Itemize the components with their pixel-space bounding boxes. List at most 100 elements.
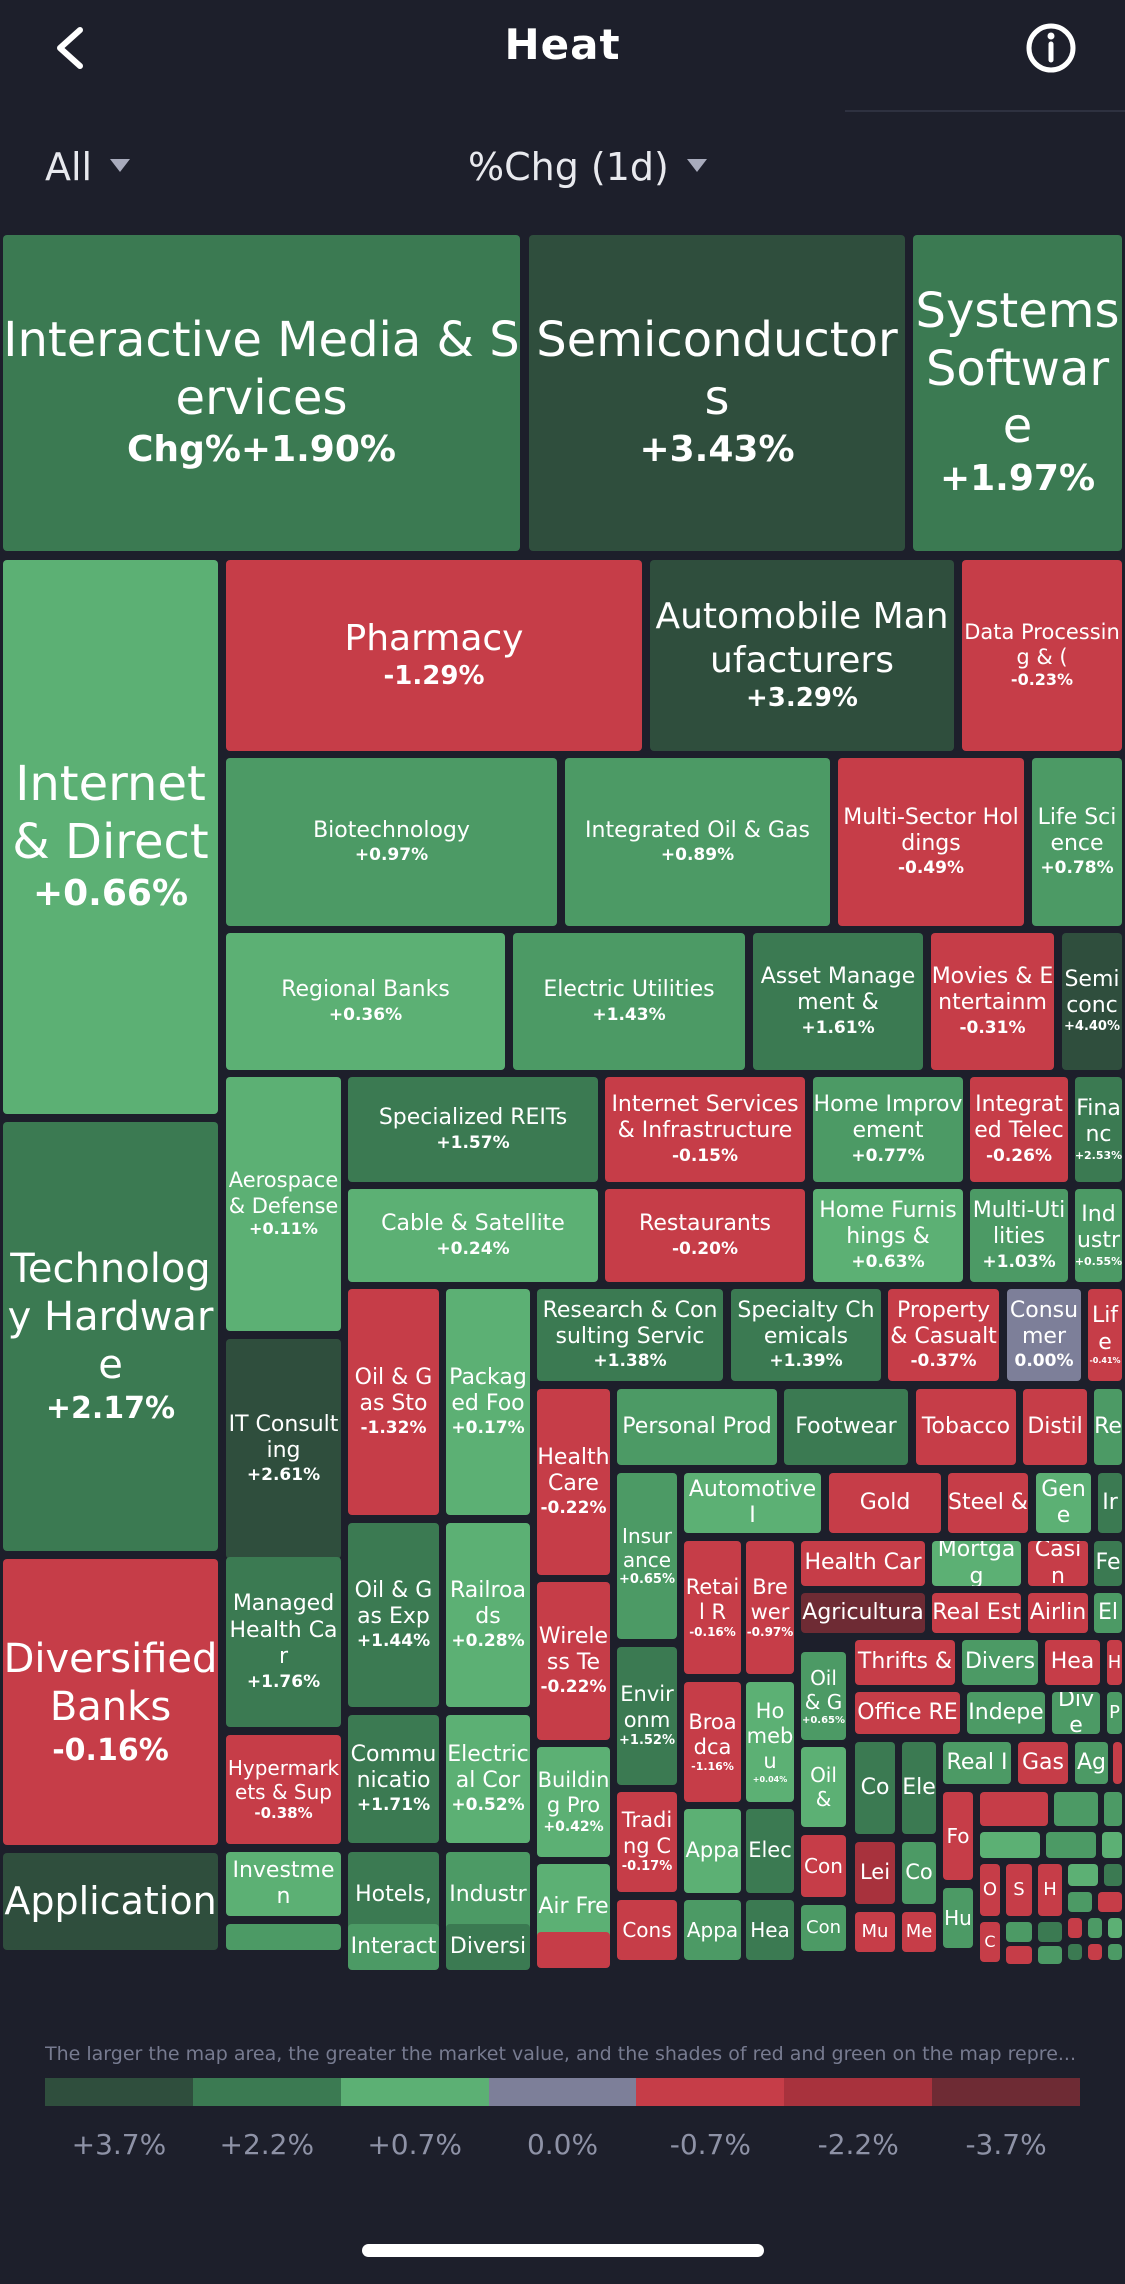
heatmap-cell[interactable]: Airlin	[1028, 1593, 1088, 1633]
heatmap-cell[interactable]: Diversified Banks -0.16%	[3, 1559, 218, 1845]
heatmap-cell[interactable]: O	[980, 1864, 1000, 1916]
heatmap-cell[interactable]: Con	[801, 1905, 846, 1951]
heatmap-cell[interactable]: Integrated Oil & Gas +0.89%	[565, 758, 830, 926]
heatmap-cell[interactable]: Specialty Chemicals +1.39%	[731, 1289, 881, 1381]
heatmap-cell[interactable]: Agricultura	[801, 1593, 925, 1633]
heatmap-cell[interactable]: Con	[801, 1835, 846, 1897]
heatmap-cell[interactable]: Me	[902, 1912, 936, 1952]
heatmap-cell[interactable]: Electrical Cor +0.52%	[446, 1715, 530, 1843]
heatmap-cell[interactable]: Interact	[348, 1924, 439, 1970]
heatmap-cell[interactable]: Co	[855, 1742, 895, 1834]
heatmap-cell[interactable]: Integrated Telec -0.26%	[970, 1077, 1068, 1182]
heatmap-cell[interactable]: Interactive Media & Services Chg%+1.90%	[3, 235, 520, 551]
heatmap-cell[interactable]: Divers	[962, 1640, 1038, 1685]
heatmap-cell[interactable]: Application	[3, 1853, 218, 1950]
heatmap-cell[interactable]: Health Car	[801, 1541, 925, 1586]
heatmap-cell[interactable]: Hypermarkets & Sup -0.38%	[226, 1735, 341, 1844]
heatmap-cell[interactable]: Aerospace & Defense +0.11%	[226, 1077, 341, 1331]
heatmap-cell[interactable]: Consumer 0.00%	[1007, 1289, 1081, 1381]
heatmap-cell[interactable]: Oil &	[801, 1747, 846, 1827]
heatmap-cell[interactable]: Asset Management & +1.61%	[753, 933, 923, 1070]
heatmap-cell[interactable]: Distil	[1023, 1389, 1087, 1465]
heatmap-cell[interactable]: Personal Prod	[617, 1389, 777, 1465]
heatmap-cell[interactable]: Gene	[1036, 1473, 1091, 1533]
heatmap-cell[interactable]: Trading C -0.17%	[617, 1792, 677, 1892]
heatmap-cell[interactable]: Restaurants -0.20%	[605, 1189, 805, 1282]
heatmap-cell[interactable]: Oil & G +0.65%	[801, 1652, 846, 1740]
heatmap-cell[interactable]: Movies & Entertainm -0.31%	[931, 933, 1054, 1070]
heatmap-cell[interactable]: Industr	[446, 1852, 530, 1938]
heatmap-cell[interactable]: Investmen	[226, 1852, 341, 1916]
heatmap-cell[interactable]: Hotels,	[348, 1852, 439, 1938]
heatmap-cell[interactable]: Packaged Foo +0.17%	[446, 1289, 530, 1515]
heatmap-cell[interactable]: Real Est	[932, 1593, 1021, 1633]
heatmap-cell[interactable]: Wireless Te -0.22%	[537, 1582, 610, 1740]
heatmap-cell[interactable]: Tobacco	[916, 1389, 1016, 1465]
heatmap-cell[interactable]: Casin	[1028, 1541, 1088, 1586]
heatmap-cell[interactable]: Home Furnishings & +0.63%	[813, 1189, 963, 1282]
heatmap-cell[interactable]: Real I	[943, 1742, 1011, 1784]
heatmap-cell[interactable]: Industr +0.55%	[1075, 1189, 1122, 1282]
heatmap-cell[interactable]: Ir	[1098, 1473, 1122, 1533]
heatmap-cell[interactable]: Pharmacy -1.29%	[226, 560, 642, 751]
heatmap-cell[interactable]: Homebu +0.04%	[746, 1682, 794, 1802]
heatmap-cell[interactable]: Communicatio +1.71%	[348, 1715, 439, 1843]
heatmap-cell[interactable]: Hu	[943, 1888, 973, 1948]
heatmap-cell[interactable]: Multi-Sector Holdings -0.49%	[838, 758, 1024, 926]
heatmap-cell[interactable]: IT Consulting +2.61%	[226, 1339, 341, 1559]
heatmap-cell[interactable]: Ele	[902, 1742, 936, 1834]
heatmap-cell[interactable]: Retail R -0.16%	[684, 1541, 741, 1674]
info-button[interactable]	[1021, 18, 1081, 78]
heatmap-cell[interactable]: Appa	[684, 1809, 741, 1893]
heatmap-cell[interactable]: Indepe	[967, 1692, 1045, 1734]
heatmap-cell[interactable]: Internet Services & Infrastructure -0.15%	[605, 1077, 805, 1182]
heatmap-cell[interactable]: Mu	[855, 1912, 895, 1952]
heatmap-cell[interactable]: Automotive I	[684, 1473, 821, 1533]
heatmap-cell[interactable]: Home Improvement +0.77%	[813, 1077, 963, 1182]
heatmap-cell[interactable]: Technology Hardware +2.17%	[3, 1122, 218, 1551]
heatmap-cell[interactable]: Financ +2.53%	[1075, 1077, 1122, 1182]
heatmap-cell[interactable]: Appa	[684, 1900, 741, 1960]
heatmap-cell[interactable]: Fe	[1094, 1541, 1122, 1586]
heatmap-cell[interactable]: Data Processing & (-0.23%	[962, 560, 1122, 751]
scope-dropdown[interactable]: All	[45, 145, 131, 189]
heatmap-cell[interactable]: Research & Consulting Servic +1.38%	[537, 1289, 723, 1381]
heatmap-cell[interactable]: H	[1038, 1864, 1062, 1916]
back-button[interactable]	[44, 18, 104, 78]
heatmap-cell[interactable]: Re	[1094, 1389, 1122, 1465]
heatmap-cell[interactable]: Oil & Gas Exp +1.44%	[348, 1523, 439, 1707]
heatmap-cell[interactable]: Gold	[829, 1473, 941, 1533]
heatmap-cell[interactable]: Building Pro +0.42%	[537, 1747, 610, 1857]
heatmap-cell[interactable]: Office RE	[855, 1692, 960, 1734]
heatmap-cell[interactable]: Electric Utilities +1.43%	[513, 933, 745, 1070]
heatmap-cell[interactable]: C	[980, 1922, 1000, 1962]
heatmap-cell[interactable]: Regional Banks +0.36%	[226, 933, 505, 1070]
heatmap-cell[interactable]: Ag	[1075, 1742, 1108, 1784]
heatmap-cell[interactable]: Cable & Satellite +0.24%	[348, 1189, 598, 1282]
heatmap-cell[interactable]: Life -0.41%	[1088, 1289, 1122, 1381]
heatmap-cell[interactable]: Footwear	[784, 1389, 908, 1465]
heatmap-cell[interactable]: Lei	[855, 1842, 895, 1904]
metric-dropdown[interactable]: %Chg (1d)	[468, 145, 707, 189]
heatmap-cell[interactable]: P	[1107, 1692, 1122, 1734]
heatmap-cell[interactable]: Thrifts &	[855, 1640, 955, 1685]
heatmap-cell[interactable]: Dive	[1052, 1692, 1100, 1734]
heatmap-cell[interactable]: Biotechnology +0.97%	[226, 758, 557, 926]
heatmap-cell[interactable]: Internet & Direct +0.66%	[3, 560, 218, 1114]
heatmap-cell[interactable]: Environm +1.52%	[617, 1647, 677, 1785]
heatmap-cell[interactable]: Gas	[1018, 1742, 1068, 1784]
heatmap-cell[interactable]: Fo	[943, 1792, 973, 1880]
heatmap-cell[interactable]: Elec	[746, 1809, 794, 1893]
heatmap-cell[interactable]: Automobile Manufacturers +3.29%	[650, 560, 954, 751]
heatmap-cell[interactable]: Hea	[1045, 1640, 1100, 1685]
heatmap-cell[interactable]: Managed Health Car +1.76%	[226, 1557, 341, 1727]
heatmap-cell[interactable]: S	[1006, 1864, 1032, 1916]
heatmap-cell[interactable]: Co	[902, 1842, 936, 1904]
heatmap-cell[interactable]: Broadca -1.16%	[684, 1682, 741, 1802]
heatmap-cell[interactable]: Specialized REITs +1.57%	[348, 1077, 598, 1182]
heatmap-cell[interactable]: Railroads +0.28%	[446, 1523, 530, 1707]
heatmap-cell[interactable]: Multi-Utilities +1.03%	[970, 1189, 1068, 1282]
heatmap-cell[interactable]: Semiconductors +3.43%	[529, 235, 905, 551]
heatmap-cell[interactable]: H	[1107, 1640, 1122, 1685]
heatmap-cell[interactable]: Semiconc +4.40%	[1062, 933, 1122, 1070]
